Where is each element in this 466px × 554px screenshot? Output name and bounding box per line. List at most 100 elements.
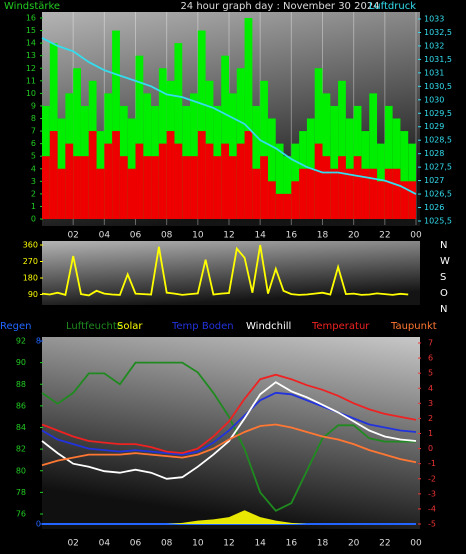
legend-label: Temp Boden: [171, 321, 234, 332]
y-tick-label: 86: [16, 401, 26, 410]
y-tick-label: 14: [26, 39, 36, 48]
series-line: [41, 381, 417, 480]
y-tick-label: 2: [31, 189, 36, 198]
wind-bar: [392, 168, 401, 219]
y-tick-label: 1: [31, 202, 36, 211]
wind-bar: [267, 181, 276, 219]
x-tick-label: 00: [410, 231, 422, 241]
wind-bar: [338, 80, 346, 219]
wind-bar: [338, 156, 346, 219]
y-tick-label: 270: [23, 257, 38, 266]
wind-bar: [236, 143, 245, 219]
wind-bar: [400, 131, 409, 219]
y-tick-label: 11: [26, 76, 36, 85]
y-tick-label: 360: [23, 241, 38, 250]
x-tick-label: 04: [99, 539, 111, 549]
wind-bar: [73, 156, 81, 219]
wind-bar: [221, 55, 229, 219]
x-tick-label: 22: [379, 231, 390, 241]
x-tick-label: 06: [130, 539, 142, 549]
wind-bar: [112, 131, 120, 219]
direction-label: N: [440, 304, 447, 315]
y2-tick-label: 0: [428, 444, 433, 453]
y-tick-label: 180: [23, 274, 38, 283]
wind-bar: [275, 193, 284, 219]
direction-label: O: [440, 288, 448, 299]
title-left: Windstärke: [4, 1, 60, 12]
series-line: [41, 244, 409, 297]
x-tick-label: 08: [161, 231, 173, 241]
y2-tick-label: 1028: [424, 149, 444, 158]
wind-bar: [174, 143, 183, 219]
x-tick-label: 20: [348, 231, 360, 241]
wind-bar: [205, 143, 214, 219]
wind-bar: [314, 143, 323, 219]
wind-bar: [135, 55, 144, 219]
legend-label: Luftfeuchte: [66, 321, 123, 332]
legend-label: Temperatur: [311, 321, 370, 332]
wind-bar: [275, 143, 284, 219]
wind-bar: [42, 156, 50, 219]
wind-bar: [80, 156, 89, 219]
x-tick-label: 06: [130, 231, 142, 241]
x-tick-label: 18: [317, 539, 329, 549]
x-tick-label: 02: [67, 539, 78, 549]
y2-tick-label: 1028,5: [424, 136, 452, 145]
series-line: [41, 391, 417, 456]
y-tick-label: 7: [31, 127, 36, 136]
x-tick-label: 02: [67, 231, 78, 241]
wind-bar: [104, 143, 113, 219]
y2-tick-label: 1: [428, 429, 433, 438]
wind-bar: [345, 168, 354, 219]
legend-label: Solar: [117, 321, 143, 332]
series-line: [41, 373, 417, 455]
x-tick-label: 22: [379, 539, 390, 549]
y-tick-label: 76: [16, 510, 26, 519]
y-tick-label: 84: [16, 423, 26, 432]
series-line: [41, 423, 417, 467]
y2-tick-label: 1032,5: [424, 28, 452, 37]
y2-tick-label: 1032: [424, 41, 444, 50]
wind-bar: [73, 68, 81, 219]
y2-tick-label: 5: [428, 369, 433, 378]
y-tick-label: 8: [31, 114, 36, 123]
y2-tick-label: -2: [428, 474, 436, 483]
y2-tick-label: 1030,5: [424, 82, 452, 91]
wind-bar: [291, 181, 300, 219]
wind-bar: [384, 168, 393, 219]
wind-bar: [384, 105, 393, 219]
wind-bar: [174, 43, 183, 219]
x-tick-label: 12: [223, 231, 234, 241]
wind-bar: [158, 143, 167, 219]
x-tick-label: 20: [348, 539, 360, 549]
x-tick-label: 08: [161, 539, 173, 549]
y2-tick-label: 1029: [424, 122, 444, 131]
wind-bar: [221, 143, 229, 219]
y2-tick-label: -4: [428, 504, 436, 513]
y2-tick-label: 4: [428, 384, 433, 393]
wind-bar: [197, 131, 206, 219]
wind-bar: [166, 131, 175, 219]
wind-bar: [88, 131, 97, 219]
wind-bar: [353, 156, 362, 219]
y-tick-label: 3: [31, 177, 36, 186]
y-tick-label: 10: [26, 89, 36, 98]
x-tick-label: 12: [223, 539, 234, 549]
x-tick-label: 18: [317, 231, 329, 241]
x-tick-label: 00: [410, 539, 422, 549]
wind-bar: [267, 118, 276, 219]
wind-bar: [283, 193, 292, 219]
chart-title: 24 hour graph day : November 30 2024: [180, 1, 379, 12]
y-tick-label: 9: [31, 101, 36, 110]
y-tick-label: 5: [31, 152, 36, 161]
wind-bar: [127, 168, 136, 219]
wind-bar: [112, 30, 120, 219]
y2-tick-label: 3: [428, 399, 433, 408]
wind-bar: [252, 168, 261, 219]
y2-tick-label: 1027: [424, 176, 444, 185]
wind-bar: [330, 105, 339, 219]
y2-tick-label: 1027,5: [424, 163, 452, 172]
x-tick-label: 16: [286, 231, 298, 241]
y-tick-label: 90: [28, 290, 38, 299]
